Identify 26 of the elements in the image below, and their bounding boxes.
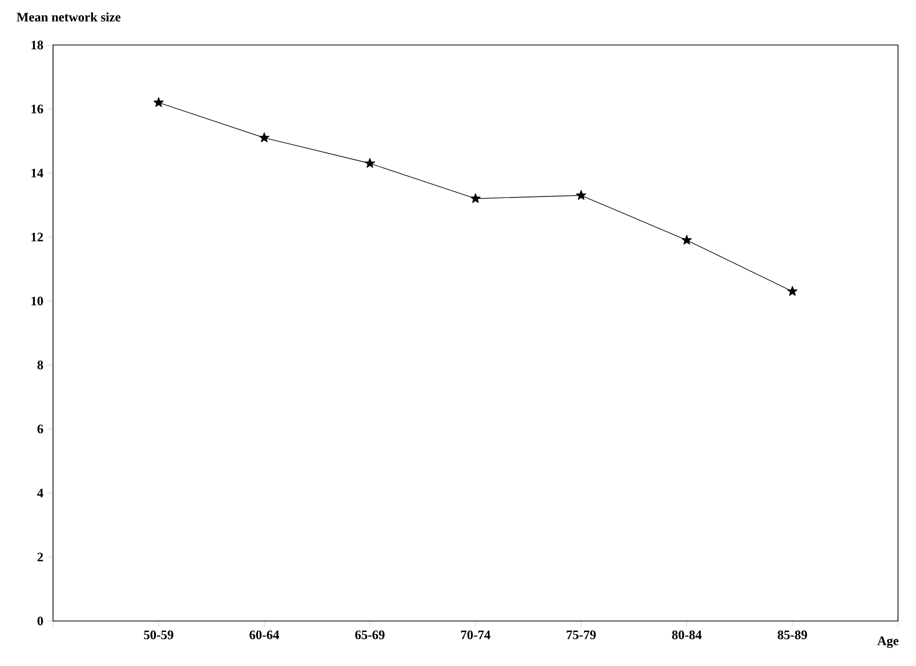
x-tick-label: 60-64 — [250, 630, 280, 640]
x-tick-label: 65-69 — [355, 630, 385, 640]
y-axis-title: Mean network size — [16, 12, 120, 22]
point — [787, 286, 798, 296]
y-tick-label: 2 — [38, 552, 43, 562]
x-tick-label: 85-89 — [778, 630, 808, 640]
x-tick-label: 50-59 — [144, 630, 174, 640]
point — [682, 234, 692, 245]
point — [259, 132, 270, 142]
x-tick-label: 75-79 — [566, 630, 596, 640]
y-tick-label: 10 — [32, 296, 43, 306]
x-tick-label: 70-74 — [461, 630, 490, 640]
y-tick-label: 12 — [32, 232, 43, 242]
point — [364, 158, 375, 168]
y-tick-label: 18 — [32, 40, 44, 50]
x-tick-label: 80-84 — [672, 630, 702, 640]
point — [576, 190, 586, 200]
point — [470, 193, 481, 203]
y-tick-label: 8 — [37, 360, 44, 370]
point — [154, 97, 164, 107]
x-axis-title: Age — [877, 636, 898, 648]
y-tick-label: 0 — [38, 616, 43, 626]
y-tick-label: 16 — [32, 104, 44, 114]
y-tick-label: 6 — [37, 424, 44, 434]
y-tick-label: 14 — [32, 168, 44, 178]
y-tick-label: 4 — [37, 488, 44, 498]
